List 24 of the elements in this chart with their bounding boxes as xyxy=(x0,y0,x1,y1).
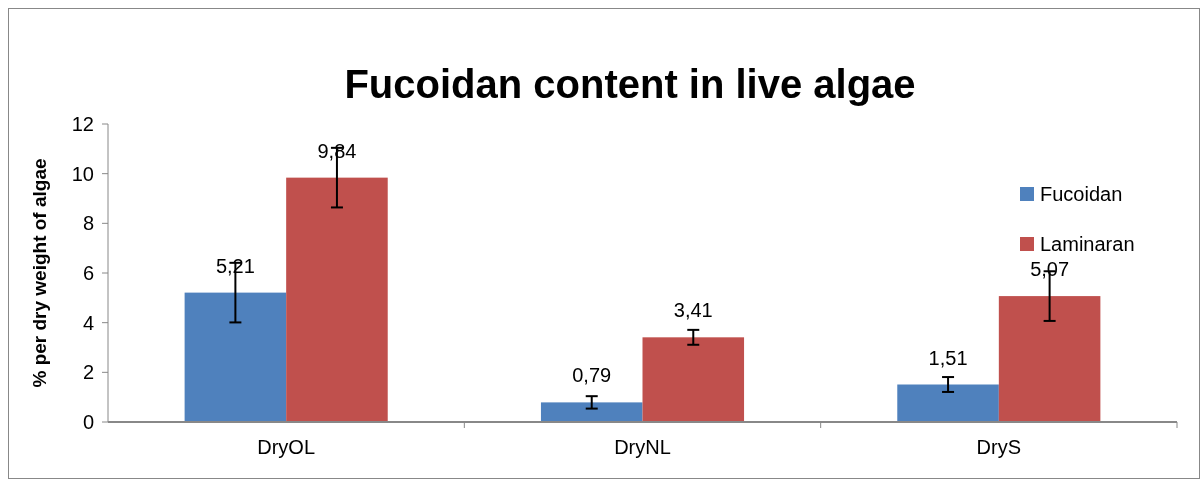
y-tick-label: 0 xyxy=(82,411,94,433)
data-label: 1,51 xyxy=(928,346,968,369)
y-axis-title: % per dry weight of algae xyxy=(29,158,50,388)
bar xyxy=(286,177,388,422)
y-tick-label: 6 xyxy=(82,262,94,284)
data-label: 3,41 xyxy=(673,299,713,322)
y-tick-label: 4 xyxy=(82,311,94,334)
y-tick-label: 12 xyxy=(71,113,94,135)
bar xyxy=(642,337,745,422)
x-tick-label: DryOL xyxy=(257,436,316,458)
y-tick-label: 2 xyxy=(82,361,94,384)
data-label: 5,07 xyxy=(1030,258,1070,281)
bar xyxy=(998,296,1101,422)
bar xyxy=(540,402,643,422)
y-tick-label: 8 xyxy=(82,212,94,235)
y-tick-label: 10 xyxy=(71,162,94,185)
x-tick-label: DryNL xyxy=(614,436,671,458)
legend-label: Fucoidan xyxy=(1040,183,1123,205)
bar xyxy=(897,384,999,422)
chart-title: Fucoidan content in live algae xyxy=(344,62,916,106)
bar xyxy=(184,292,287,422)
legend-label: Laminaran xyxy=(1040,233,1135,255)
x-tick-label: DryS xyxy=(976,436,1022,458)
data-label: 0,79 xyxy=(572,364,612,387)
